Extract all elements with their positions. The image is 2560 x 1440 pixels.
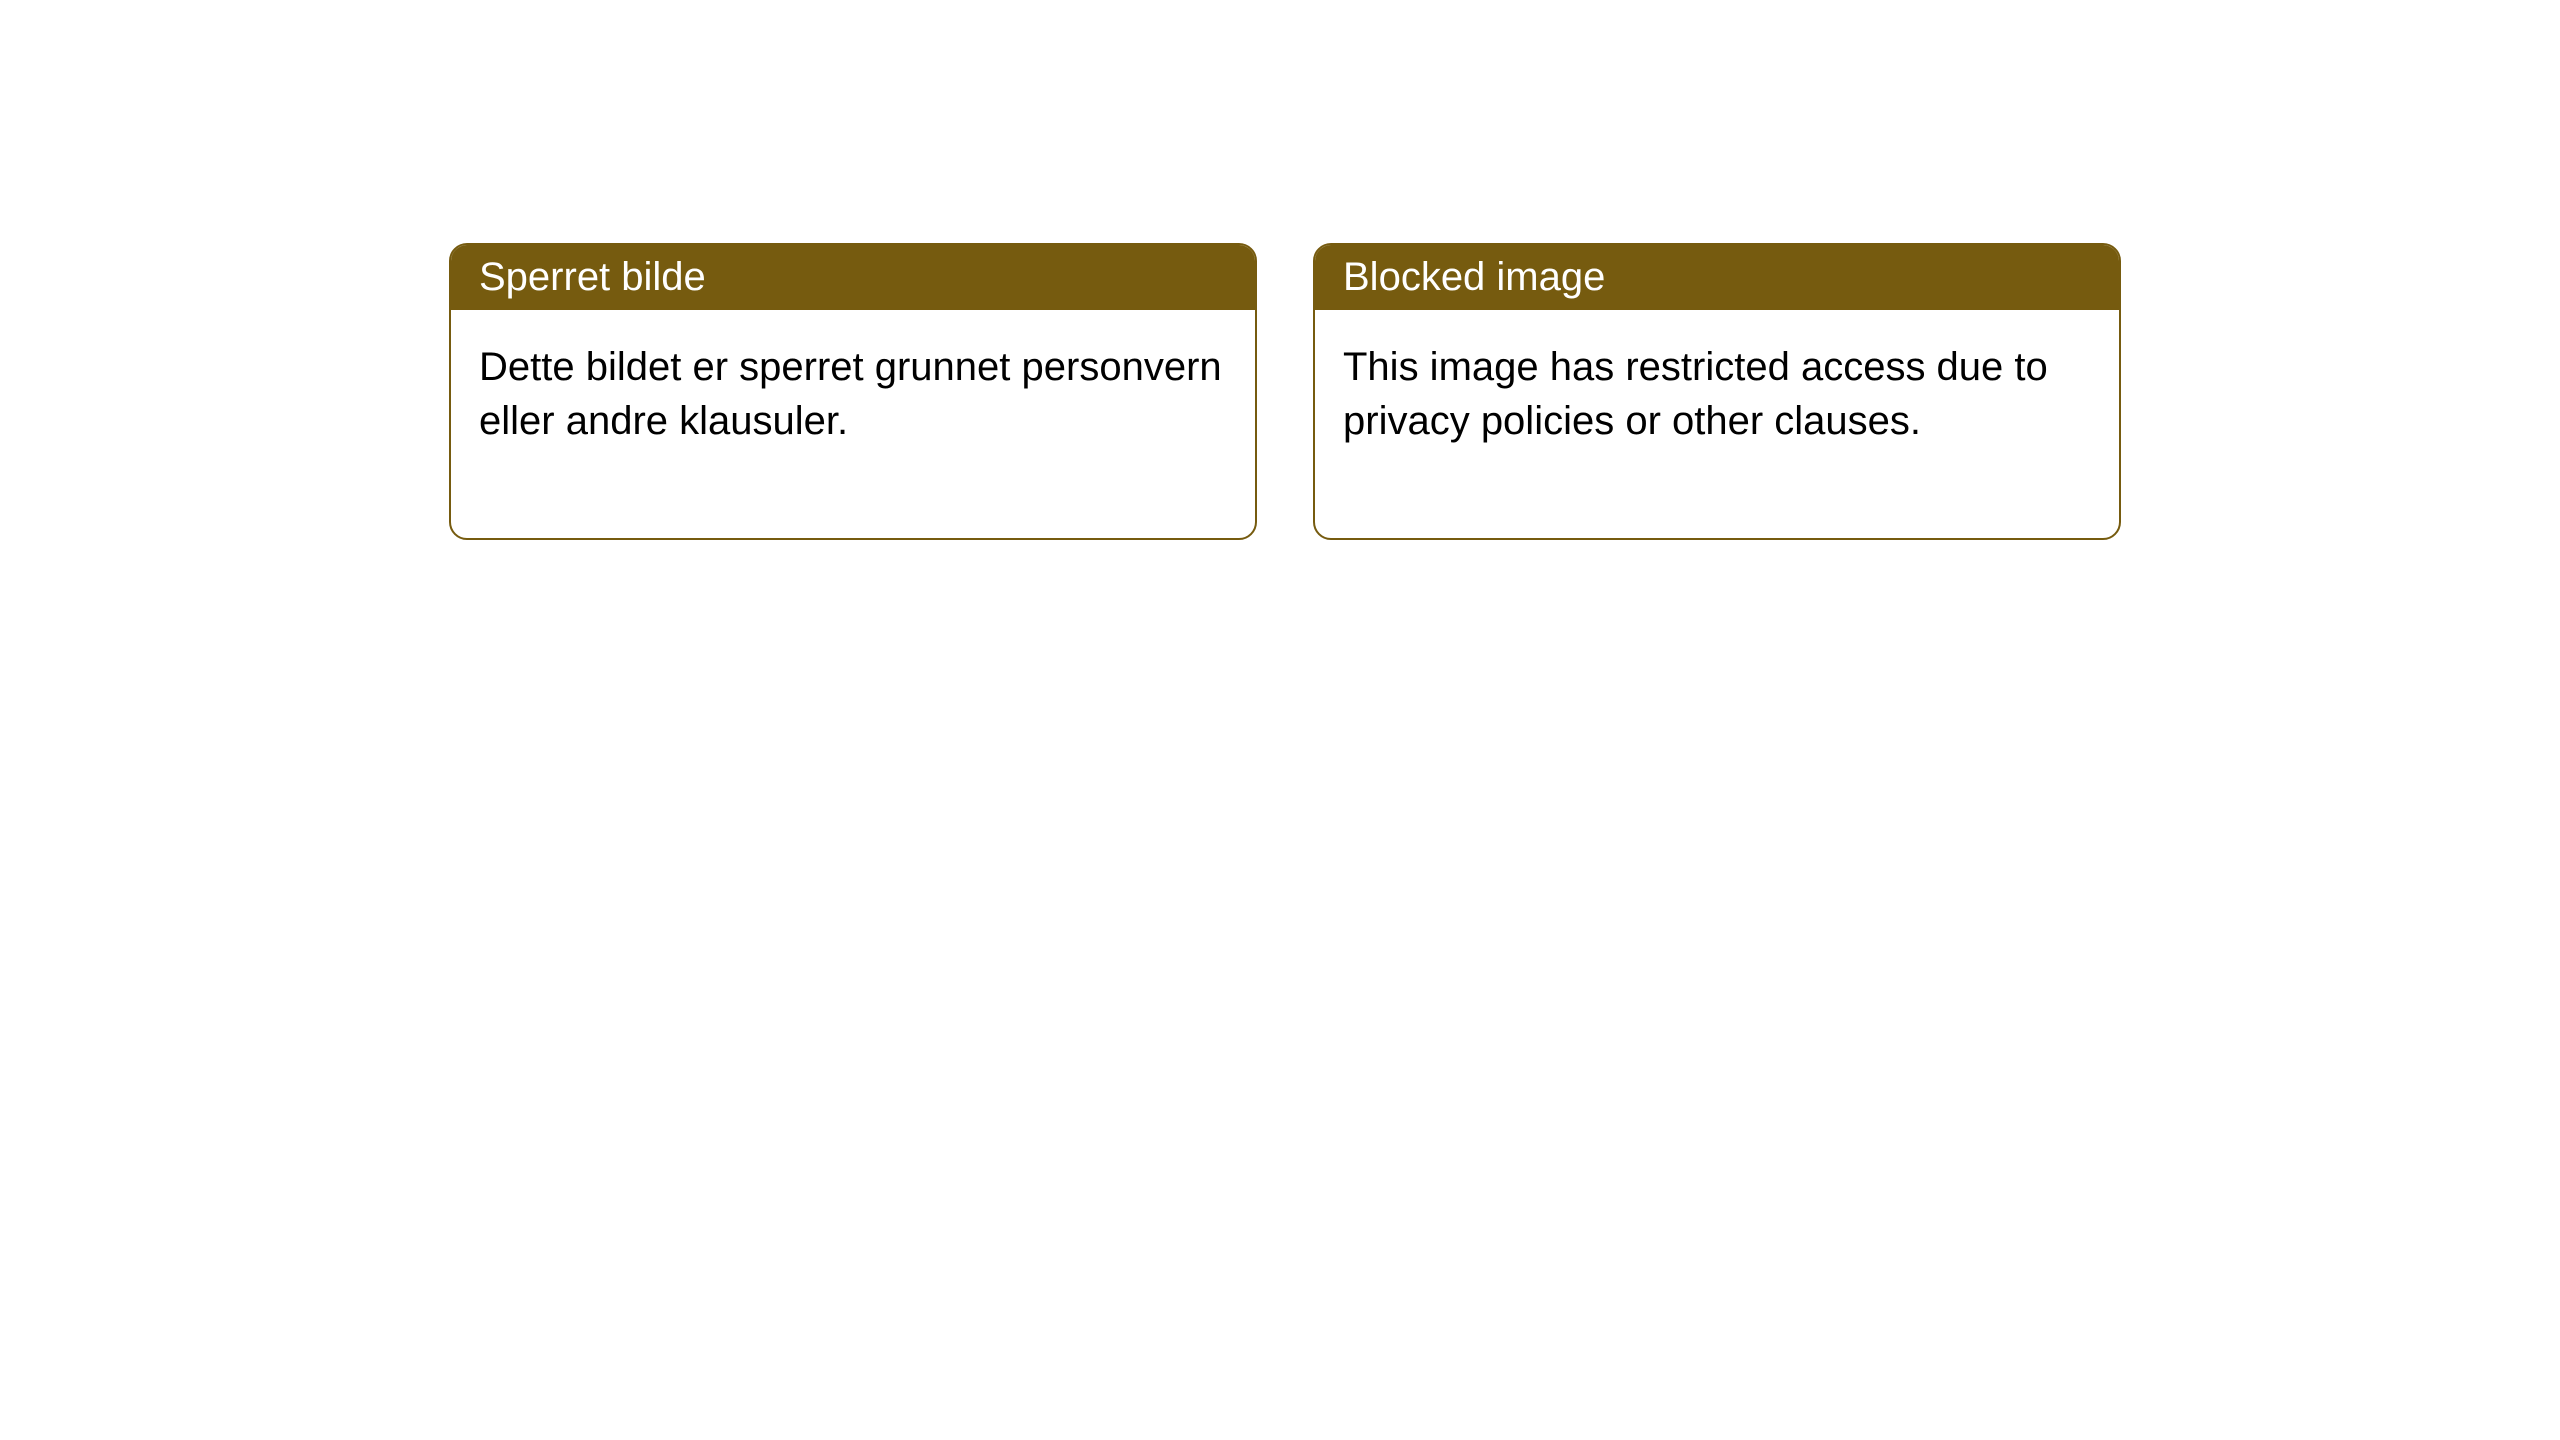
notice-message: This image has restricted access due to … (1343, 345, 2048, 443)
notice-card-header: Sperret bilde (451, 245, 1255, 310)
notice-card-header: Blocked image (1315, 245, 2119, 310)
notice-card-english: Blocked image This image has restricted … (1313, 243, 2121, 540)
notice-card-body: Dette bildet er sperret grunnet personve… (451, 310, 1255, 538)
notice-card-body: This image has restricted access due to … (1315, 310, 2119, 538)
notice-title: Blocked image (1343, 255, 1605, 299)
notice-container: Sperret bilde Dette bildet er sperret gr… (449, 243, 2121, 540)
notice-card-norwegian: Sperret bilde Dette bildet er sperret gr… (449, 243, 1257, 540)
notice-title: Sperret bilde (479, 255, 706, 299)
notice-message: Dette bildet er sperret grunnet personve… (479, 345, 1222, 443)
